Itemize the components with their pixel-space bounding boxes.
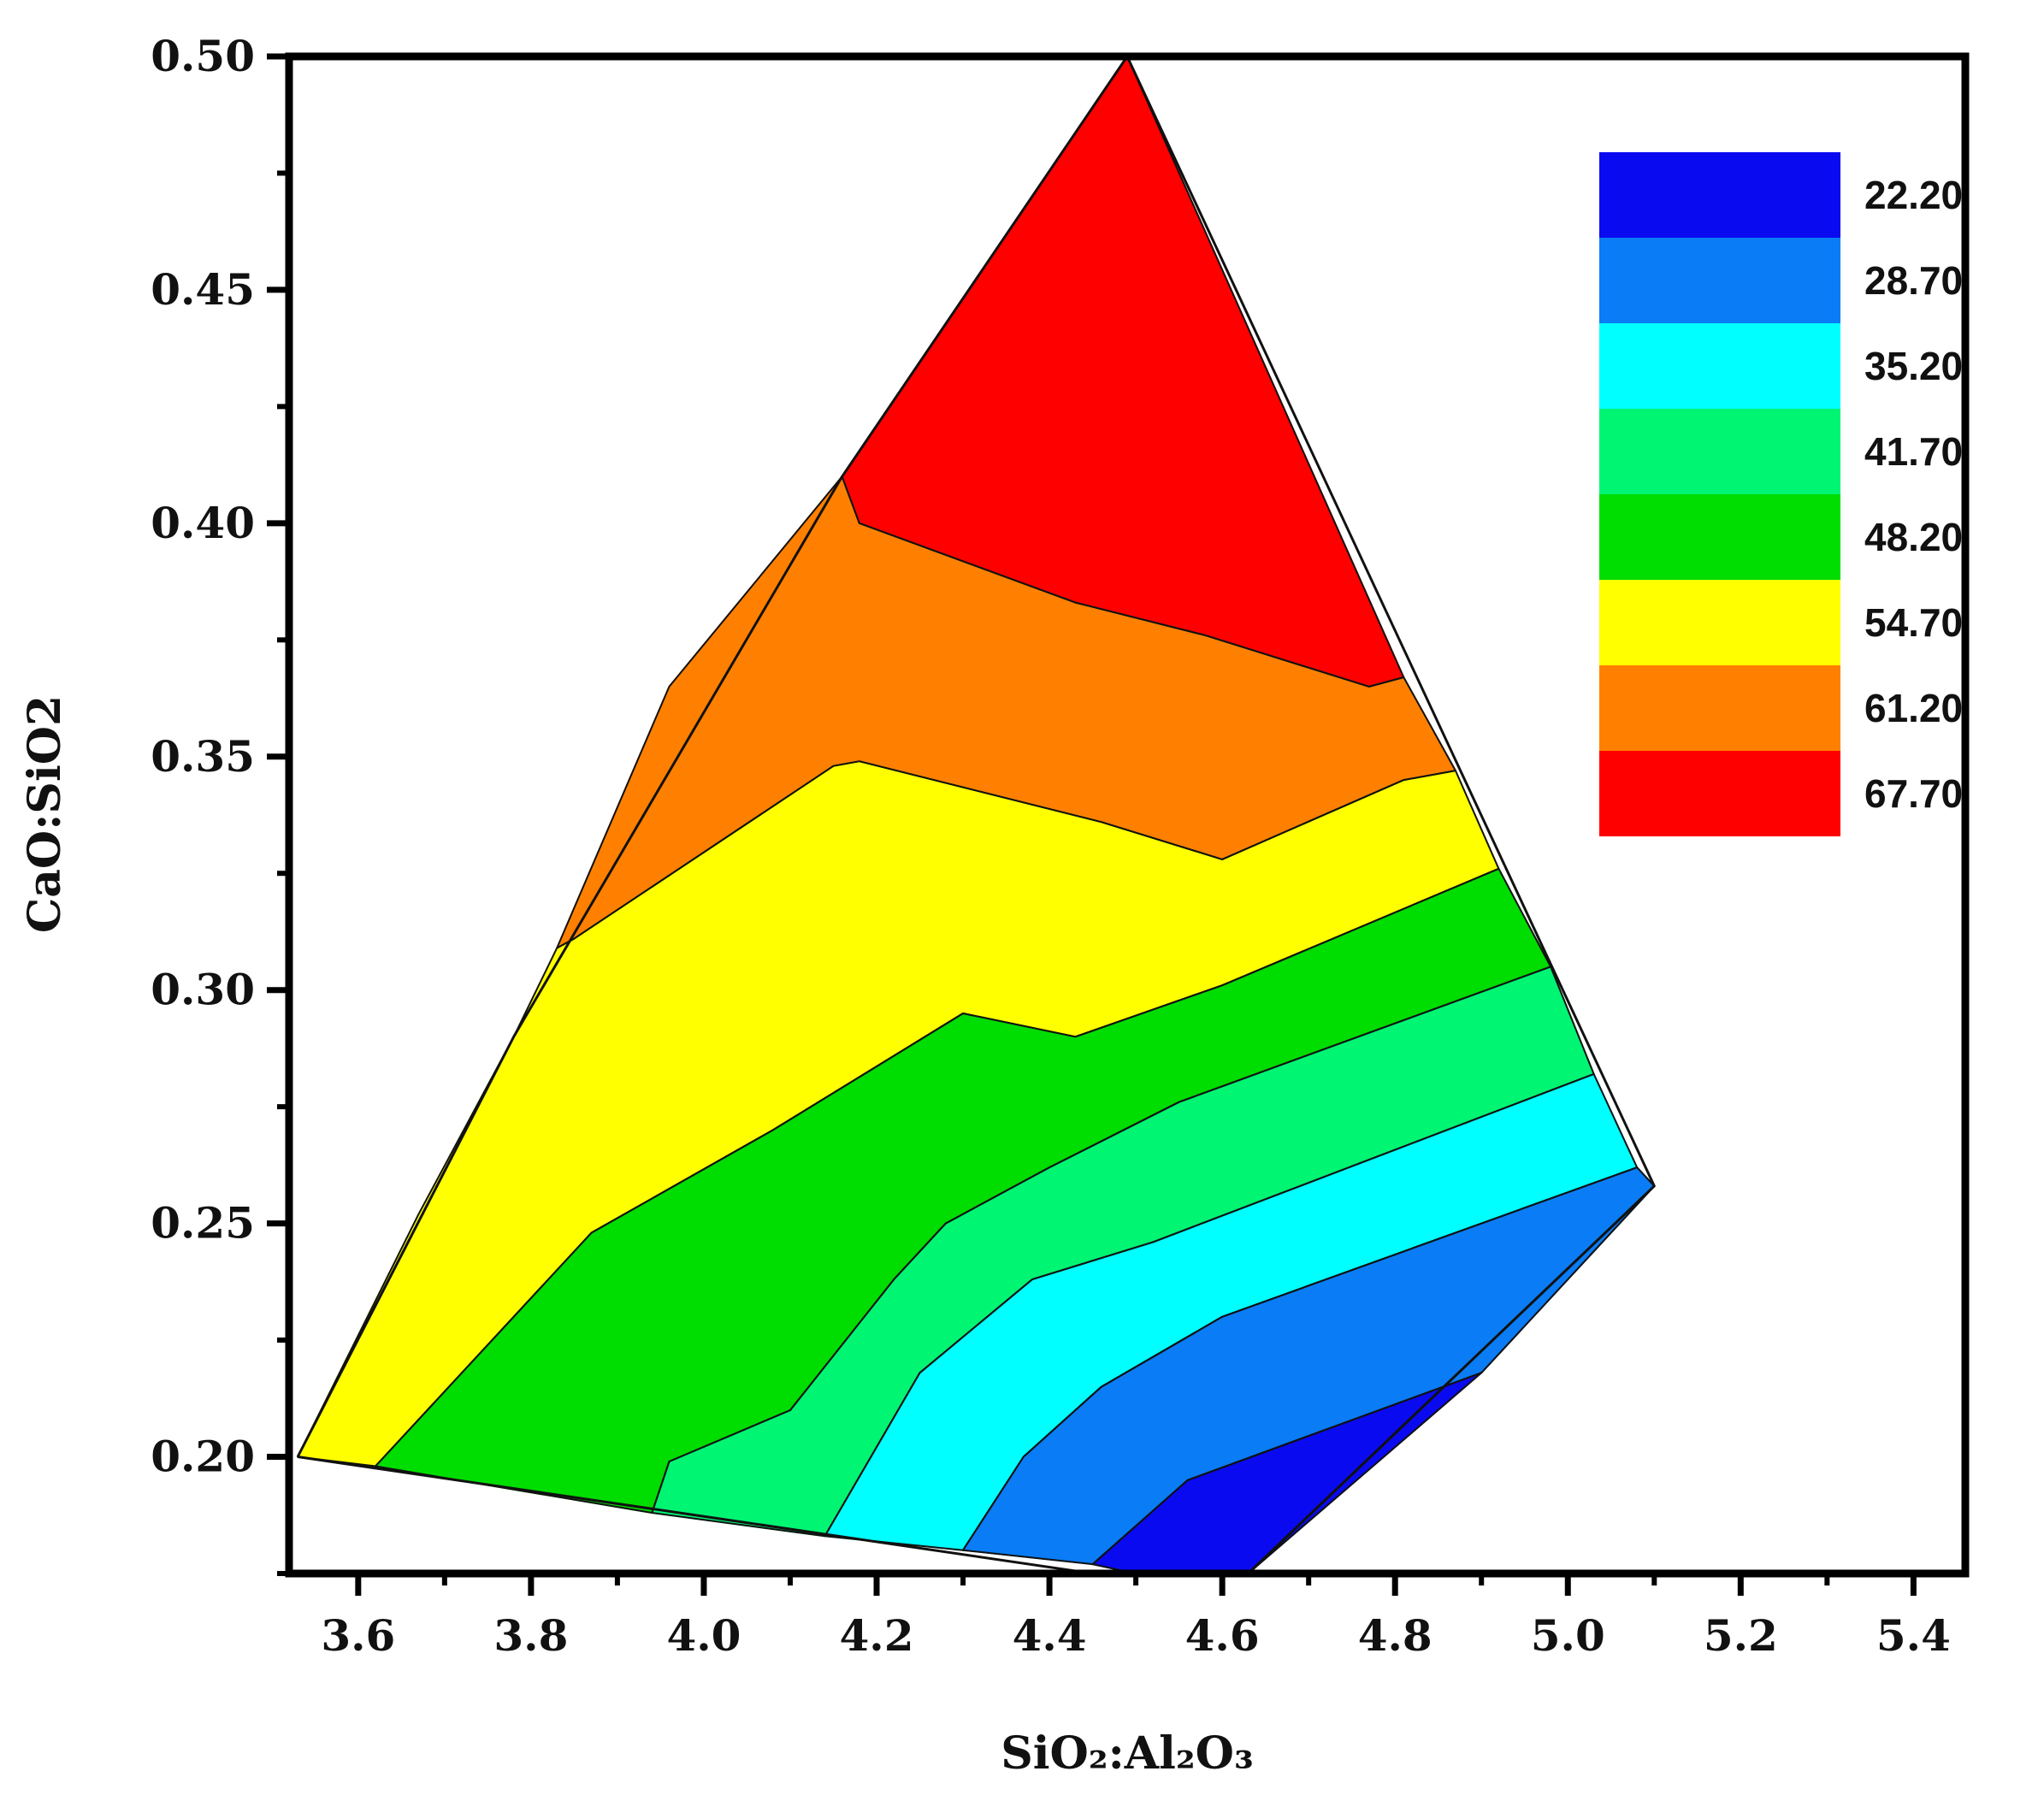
legend-label-1: 28.70 <box>1864 258 1963 303</box>
legend: 22.20 28.70 35.20 41.70 48.20 54.70 61.20 67.70 <box>1599 152 1963 836</box>
y-tick-label: 0.50 <box>151 31 255 81</box>
legend-label-3: 41.70 <box>1864 429 1963 474</box>
legend-label-4: 48.20 <box>1864 515 1963 559</box>
y-tick-label: 0.35 <box>151 731 255 782</box>
legend-swatch-7 <box>1599 751 1840 836</box>
x-tick-label: 4.4 <box>1013 1610 1087 1661</box>
legend-swatch-6 <box>1599 665 1840 751</box>
legend-label-5: 54.70 <box>1864 600 1963 645</box>
x-tick-label: 3.8 <box>493 1610 568 1661</box>
x-axis-title: SiO₂:Al₂O₃ <box>1001 1727 1254 1780</box>
x-tick-label: 5.2 <box>1704 1610 1778 1661</box>
legend-swatch-5 <box>1599 580 1840 665</box>
y-tick-label: 0.40 <box>151 498 255 548</box>
x-tick-label: 4.0 <box>666 1610 741 1661</box>
y-tick-label: 0.20 <box>151 1432 255 1482</box>
legend-label-6: 61.20 <box>1864 686 1963 730</box>
legend-swatch-4 <box>1599 494 1840 580</box>
x-tick-label: 4.2 <box>840 1610 914 1661</box>
legend-swatch-2 <box>1599 323 1840 409</box>
y-axis-title: CaO:SiO2 <box>19 695 71 933</box>
x-tick-label: 4.6 <box>1185 1610 1260 1661</box>
plot-frame <box>285 52 1970 1578</box>
x-tick-label: 4.8 <box>1358 1610 1433 1661</box>
legend-swatch-0 <box>1599 152 1840 238</box>
legend-label-2: 35.20 <box>1864 344 1963 388</box>
y-tick-label: 0.45 <box>151 264 255 315</box>
legend-swatch-1 <box>1599 238 1840 323</box>
y-tick-label: 0.25 <box>151 1198 255 1249</box>
legend-swatch-3 <box>1599 409 1840 494</box>
y-tick-label: 0.30 <box>151 965 255 1015</box>
x-tick-label: 3.6 <box>321 1610 395 1661</box>
legend-label-7: 67.70 <box>1864 771 1963 816</box>
x-tick-label: 5.4 <box>1876 1610 1951 1661</box>
legend-label-0: 22.20 <box>1864 173 1963 217</box>
x-tick-label: 5.0 <box>1531 1610 1605 1661</box>
